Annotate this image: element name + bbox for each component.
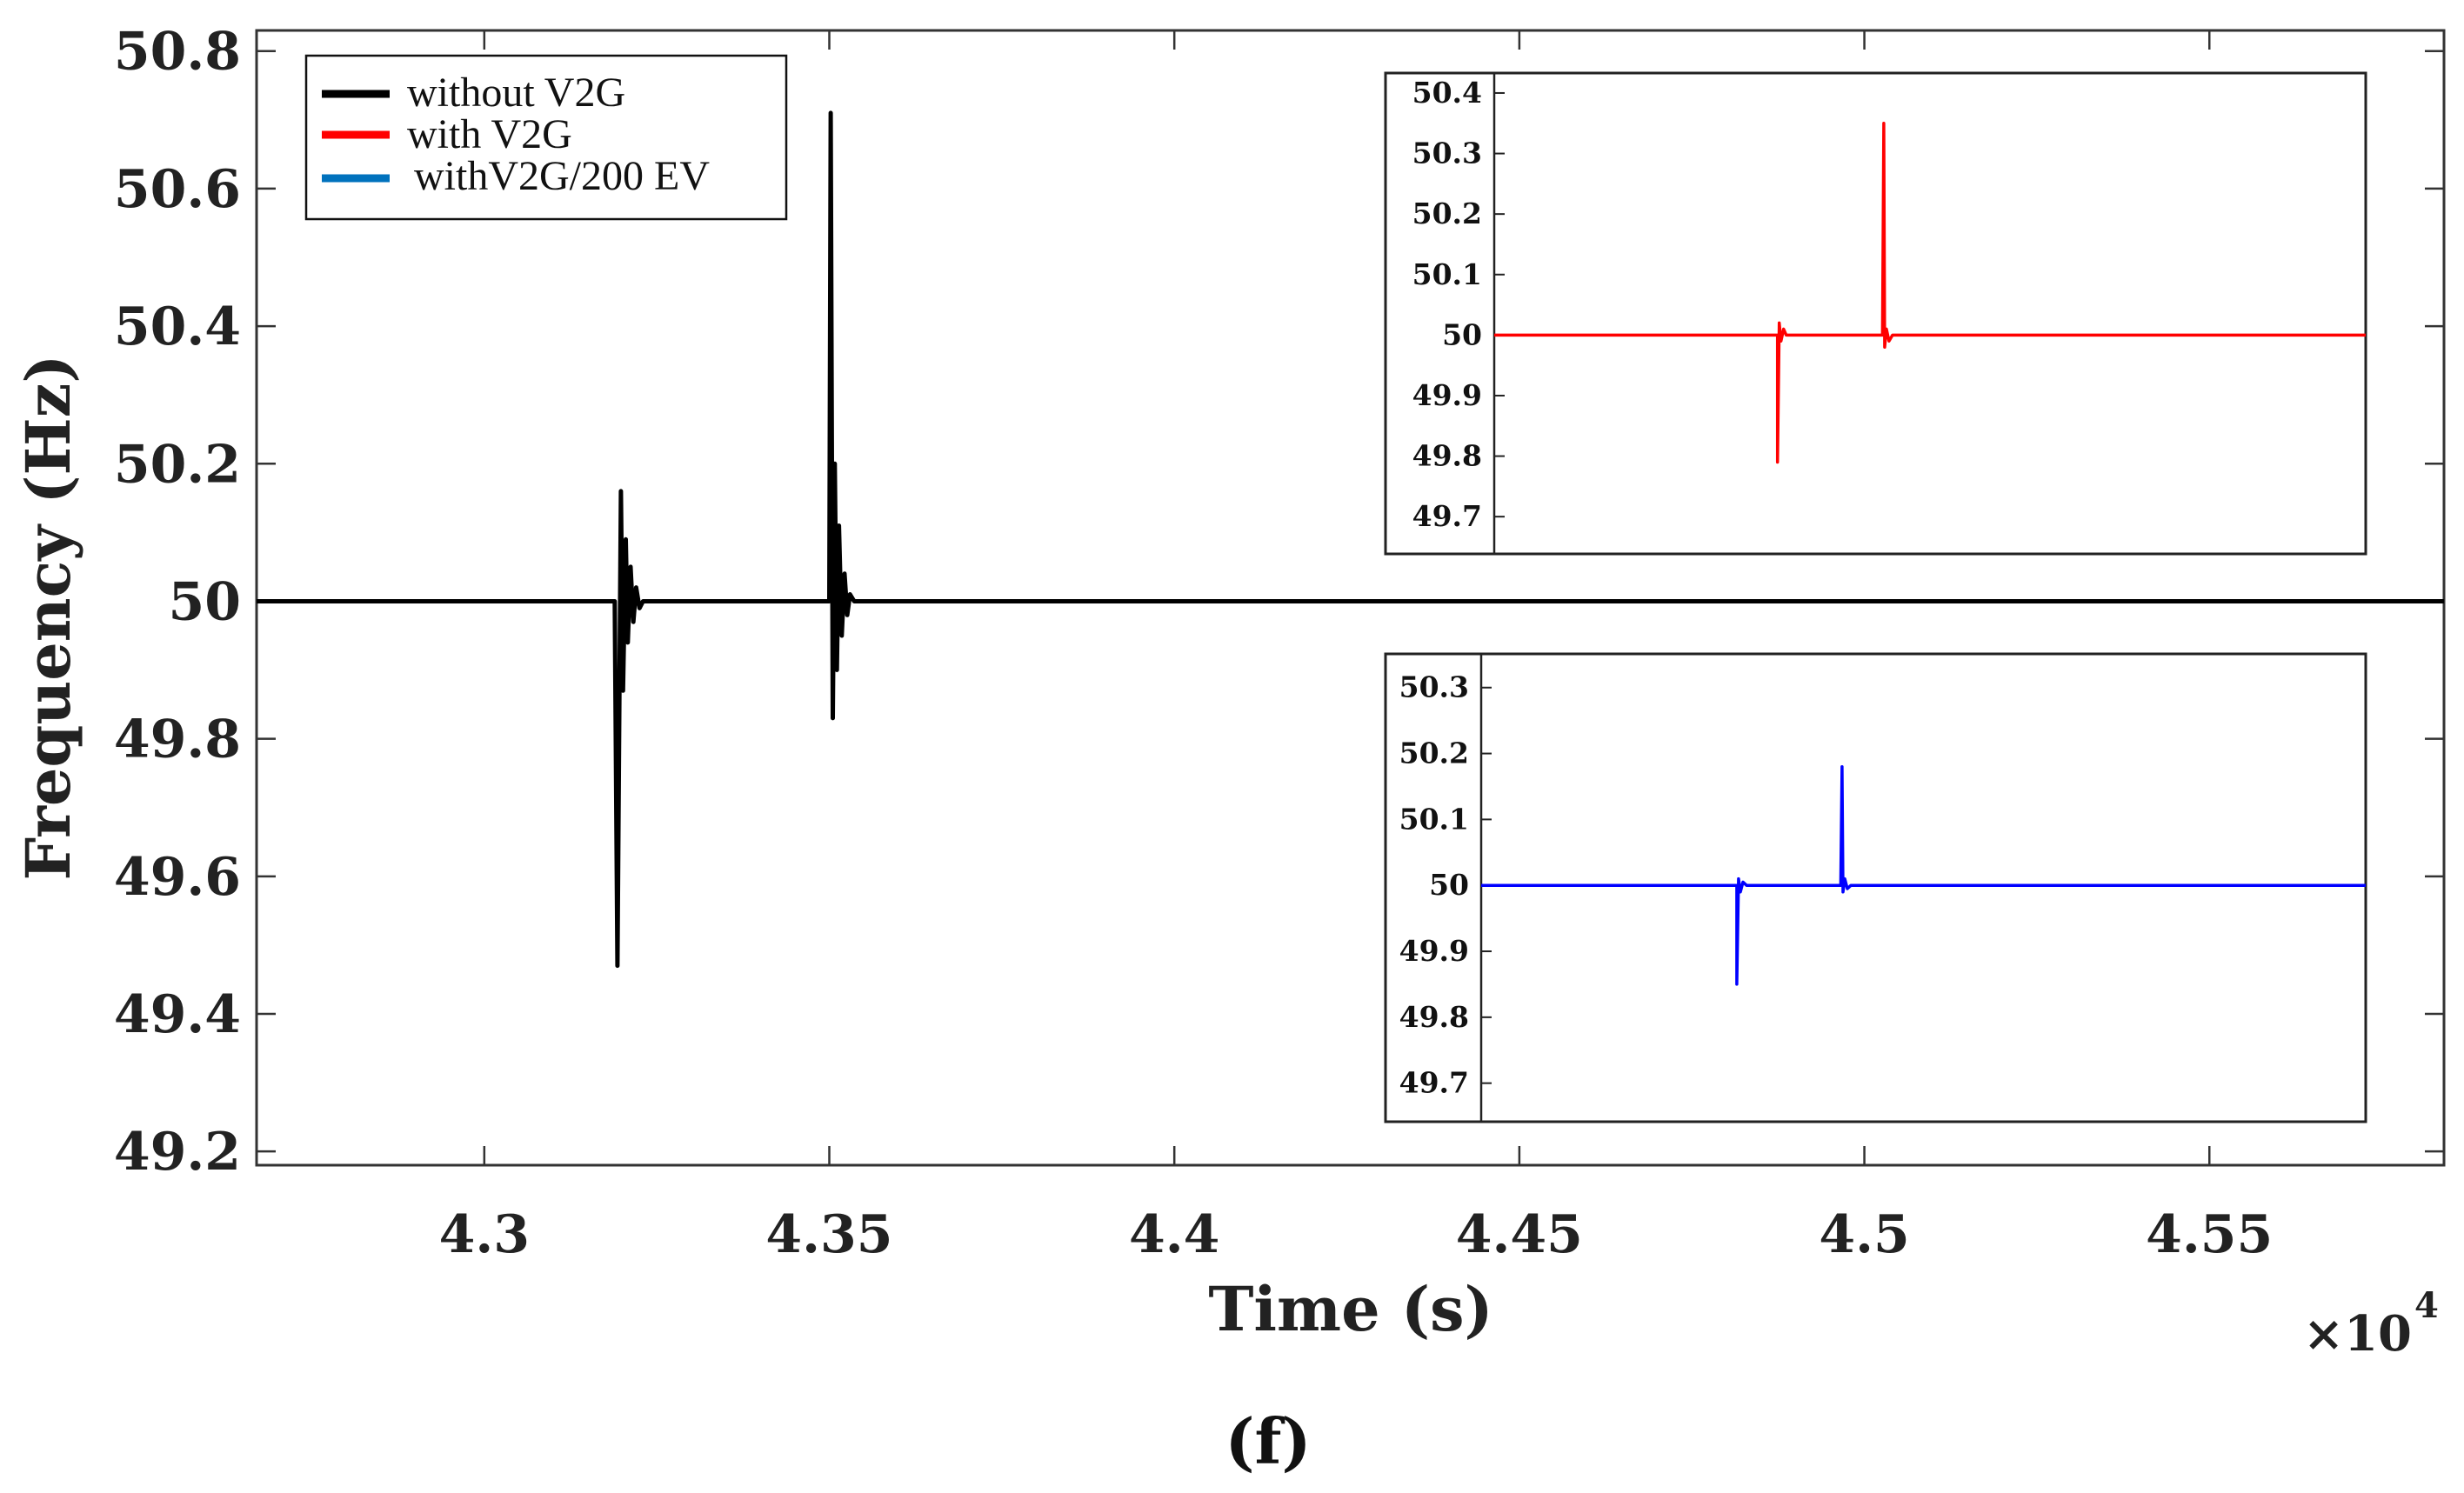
inset-with-v2g-200-ev-tick-label: 49.8 <box>1399 1000 1469 1034</box>
inset-with-v2g-tick-label: 50.1 <box>1412 257 1482 291</box>
inset-with-v2g-200-ev-frame <box>1384 652 2367 1123</box>
y-tick-label: 50.4 <box>114 297 241 357</box>
legend-label-with-v2g-200-ev: withV2G/200 EV <box>414 153 710 199</box>
y-tick-label: 50.6 <box>114 159 241 220</box>
inset-with-v2g-tick-label: 50.3 <box>1412 137 1482 170</box>
inset-with-v2g-tick-label: 50.4 <box>1412 76 1482 110</box>
x-tick-label: 4.5 <box>1819 1204 1909 1265</box>
y-axis-title: Frequency (Hz) <box>12 355 84 881</box>
inset-with-v2g-200-ev-tick-label: 50 <box>1429 868 1469 902</box>
main-y-ticks: 49.2 49.4 49.6 49.8 50 50.2 50.4 50.6 50.8 <box>114 22 2444 1183</box>
y-tick-label: 50.2 <box>114 434 241 495</box>
inset-with-v2g-200-ev-tick-label: 49.9 <box>1399 934 1469 968</box>
inset-with-v2g-200-ev-tick-label: 50.3 <box>1399 670 1469 704</box>
y-tick-label: 49.2 <box>114 1122 241 1183</box>
inset-with-v2g-tick-label: 49.7 <box>1412 499 1482 533</box>
x-axis-title: Time (s) <box>1208 1273 1492 1345</box>
inset-with-v2g-series-line <box>1494 122 2366 464</box>
x-tick-label: 4.35 <box>765 1204 892 1265</box>
x-tick-label: 4.45 <box>1456 1204 1583 1265</box>
main-x-ticks: 4.3 4.35 4.4 4.45 4.5 4.55 <box>439 30 2273 1265</box>
legend: without V2G with V2G withV2G/200 EV <box>304 54 788 221</box>
x-tick-label: 4.4 <box>1129 1204 1219 1265</box>
figure-caption: (f) <box>1225 1404 1311 1478</box>
inset-with-v2g-series <box>1494 122 2366 464</box>
y-tick-label: 49.4 <box>114 984 241 1045</box>
x-exponent-label: ×10 <box>2303 1305 2412 1363</box>
y-tick-label: 49.8 <box>114 710 241 770</box>
main-series-group <box>257 110 2444 969</box>
inset-with-v2g-frame <box>1384 71 2367 556</box>
inset-with-v2g-tick-label: 50.2 <box>1412 197 1482 230</box>
legend-label-without-v2g: without V2G <box>407 70 625 116</box>
series-line-without-v2g <box>257 110 2444 969</box>
inset-with-v2g-200-ev-y-ticks: 49.7 49.8 49.9 50 50.1 50.2 50.3 <box>1399 670 1492 1100</box>
inset-with-v2g-200-ev-tick-label: 49.7 <box>1399 1066 1469 1100</box>
y-tick-label: 49.6 <box>114 847 241 908</box>
inset-with-v2g-200-ev-series <box>1481 764 2366 986</box>
inset-with-v2g-200-ev: 49.7 49.8 49.9 50 50.1 50.2 50.3 <box>1384 652 2367 1123</box>
inset-with-v2g-tick-label: 49.8 <box>1412 439 1482 473</box>
legend-label-with-v2g: with V2G <box>407 111 572 157</box>
x-exponent-power: 4 <box>2414 1285 2439 1326</box>
inset-with-v2g-tick-label: 50 <box>1442 317 1482 351</box>
inset-with-v2g-200-ev-series-line <box>1481 764 2366 986</box>
inset-with-v2g: 49.7 49.8 49.9 50 50.1 50.2 50.3 50.4 <box>1384 71 2367 556</box>
inset-with-v2g-tick-label: 49.9 <box>1412 378 1482 412</box>
inset-with-v2g-200-ev-tick-label: 50.1 <box>1399 802 1469 836</box>
x-tick-label: 4.55 <box>2146 1204 2273 1265</box>
x-tick-label: 4.3 <box>439 1204 530 1265</box>
y-tick-label: 50.8 <box>114 22 241 83</box>
y-tick-label: 50 <box>169 571 242 632</box>
inset-with-v2g-200-ev-tick-label: 50.2 <box>1399 737 1469 770</box>
inset-with-v2g-y-ticks: 49.7 49.8 49.9 50 50.1 50.2 50.3 50.4 <box>1412 76 1505 533</box>
